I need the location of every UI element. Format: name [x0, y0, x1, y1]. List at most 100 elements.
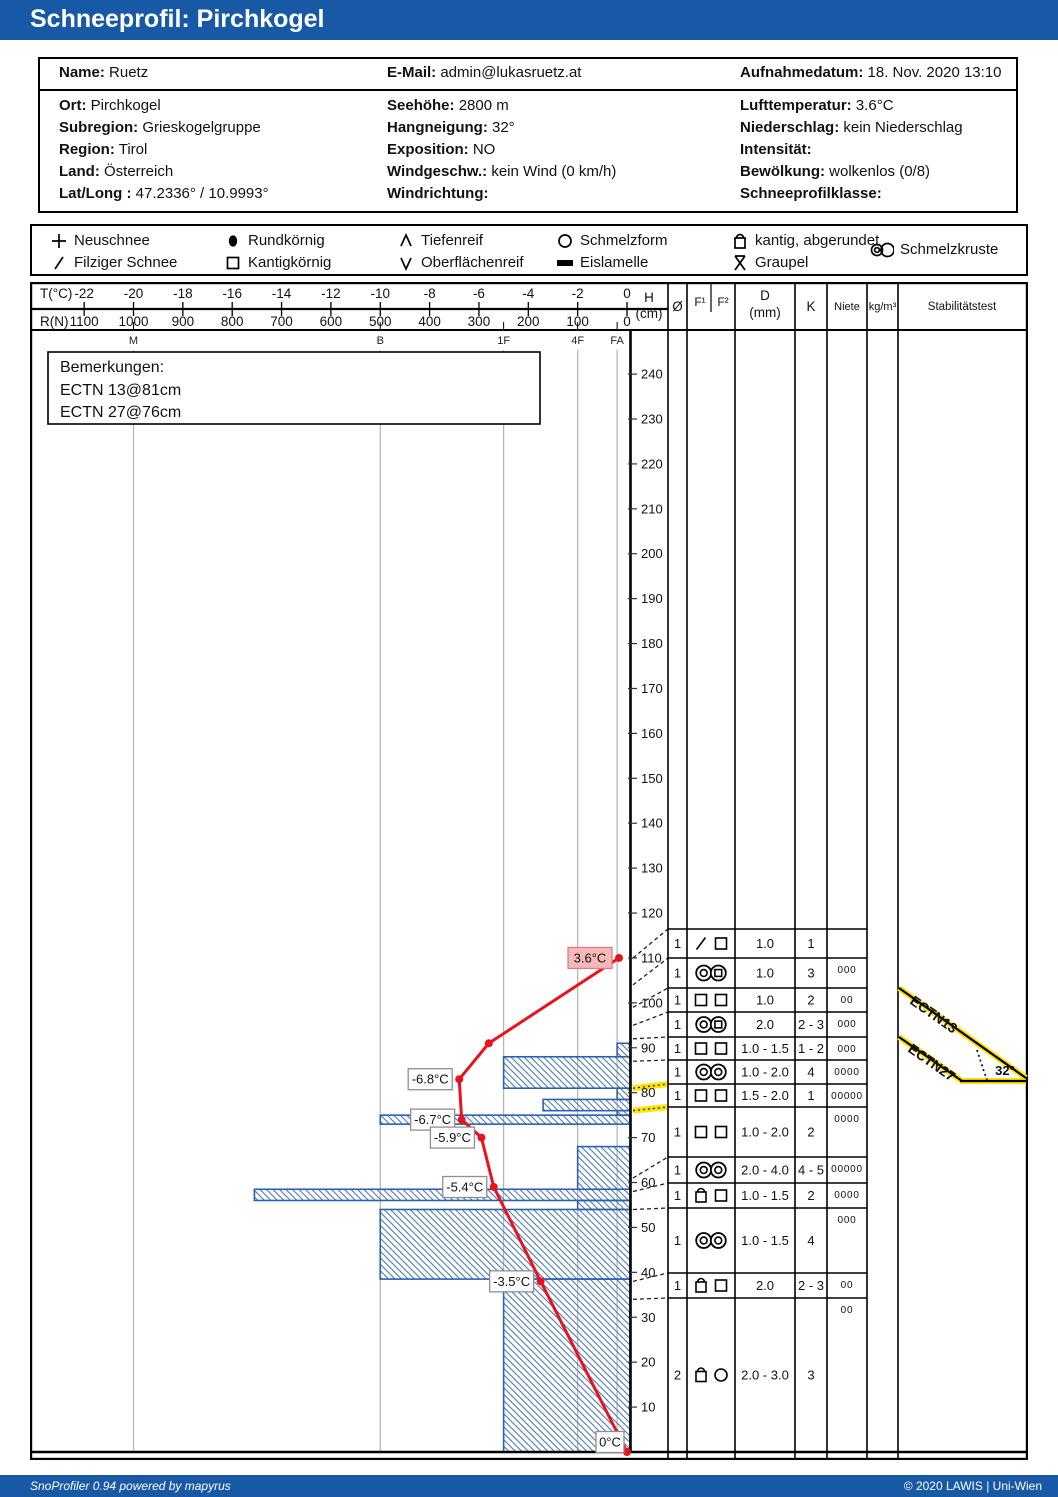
svg-text:(cm): (cm): [636, 306, 663, 321]
svg-text:-6.7°C: -6.7°C: [414, 1112, 451, 1127]
page-title: Schneeprofil: Pirchkogel: [30, 5, 325, 33]
svg-text:60: 60: [641, 1175, 655, 1190]
svg-text:000: 000: [837, 1215, 856, 1226]
legend-label: Kantigkörnig: [248, 254, 332, 271]
svg-text:-5.9°C: -5.9°C: [434, 1130, 471, 1145]
temperature-point: [623, 1448, 631, 1456]
melt-crust-icon: [868, 239, 895, 265]
svg-text:40: 40: [641, 1265, 655, 1280]
svg-text:2 - 3: 2 - 3: [798, 1017, 824, 1032]
graupel-icon: [727, 252, 753, 278]
svg-text:3: 3: [807, 1368, 814, 1383]
info-field-lufttemp: Lufttemperatur: 3.6°C: [740, 97, 894, 114]
grain-symbol-melt-crust: [695, 1063, 727, 1081]
info-field-subregion: Subregion: Grieskogelgruppe: [59, 119, 261, 136]
svg-text:1F: 1F: [497, 335, 510, 347]
snow-profile-chart: -22 -20 -18 -16 -14 -12 -10 -8 -6 -4 -2 0 1100 1000 90…: [29, 281, 1029, 1461]
svg-text:0000: 0000: [834, 1114, 859, 1125]
svg-text:3.6°C: 3.6°C: [574, 950, 607, 965]
svg-text:-4: -4: [522, 286, 534, 301]
grain-symbol-melt-crust: [695, 1161, 727, 1179]
svg-text:-22: -22: [74, 286, 94, 301]
svg-text:(mm): (mm): [749, 305, 780, 320]
svg-text:120: 120: [641, 906, 663, 921]
svg-text:32°: 32°: [995, 1063, 1015, 1078]
footer-generator: SnoProfiler 0.94 powered by mapyrus: [30, 1479, 231, 1493]
info-field-seehoehe: Seehöhe: 2800 m: [387, 97, 509, 114]
svg-text:4F: 4F: [571, 335, 584, 347]
svg-text:200: 200: [517, 314, 540, 329]
grain-symbols: [694, 1125, 728, 1139]
svg-text:0°C: 0°C: [599, 1435, 621, 1450]
svg-text:-8: -8: [424, 286, 436, 301]
svg-text:150: 150: [641, 771, 663, 786]
svg-text:2.0: 2.0: [756, 1017, 774, 1032]
svg-text:ECTN13: ECTN13: [907, 992, 960, 1036]
svg-text:600: 600: [320, 314, 343, 329]
info-field-windrichtung: Windrichtung:: [387, 185, 489, 202]
temperature-label: [442, 1175, 488, 1199]
svg-text:-6.8°C: -6.8°C: [412, 1072, 449, 1087]
info-row-header: Name: Ruetz E-Mail: admin@lukasruetz.at …: [40, 59, 1016, 91]
ram-hardness-bar: [616, 1042, 631, 1058]
info-field-region: Region: Tirol: [59, 141, 148, 158]
svg-text:2 - 3: 2 - 3: [798, 1278, 824, 1293]
facet-rounded-icon: [727, 230, 753, 256]
svg-text:T(°C): T(°C): [40, 286, 72, 301]
info-field-klasse: Schneeprofilklasse:: [740, 185, 882, 202]
svg-text:ECTN 27@76cm: ECTN 27@76cm: [60, 404, 181, 421]
ice-lamella-icon: [552, 252, 578, 278]
svg-text:000: 000: [837, 1019, 856, 1030]
svg-text:220: 220: [641, 456, 663, 471]
svg-text:1: 1: [674, 966, 681, 981]
bemerkungen-box: [47, 351, 541, 425]
svg-text:230: 230: [641, 412, 663, 427]
grain-symbols: [695, 1277, 728, 1293]
svg-text:0000: 0000: [834, 1067, 859, 1078]
svg-text:70: 70: [641, 1130, 655, 1145]
legend-label: Rundkörnig: [248, 232, 325, 249]
svg-text:-16: -16: [222, 286, 242, 301]
svg-text:3: 3: [807, 966, 814, 981]
grain-legend: Neuschnee Rundkörnig Tiefenreif Schmelzform…: [30, 224, 1028, 276]
temperature-point: [457, 1115, 466, 1124]
svg-text:1: 1: [674, 1088, 681, 1103]
info-field-ort: Ort: Pirchkogel: [59, 97, 161, 114]
svg-text:00: 00: [841, 1280, 854, 1291]
svg-text:800: 800: [221, 314, 244, 329]
legend-label: Graupel: [755, 254, 809, 271]
svg-text:1: 1: [674, 1233, 681, 1248]
page-header: Schneeprofil: Pirchkogel: [0, 0, 1058, 40]
svg-text:Stabilitätstest: Stabilitätstest: [928, 301, 997, 313]
svg-text:00: 00: [841, 1305, 854, 1316]
svg-text:0: 0: [623, 314, 631, 329]
svg-text:10: 10: [641, 1400, 655, 1415]
svg-text:-3.5°C: -3.5°C: [493, 1274, 530, 1289]
svg-text:2: 2: [807, 1188, 814, 1203]
temperature-label: [407, 1068, 453, 1091]
svg-text:1: 1: [674, 1017, 681, 1032]
svg-text:110: 110: [641, 950, 662, 965]
svg-text:Ø: Ø: [672, 299, 683, 314]
grain-symbols: [695, 1367, 728, 1383]
svg-text:1100: 1100: [70, 314, 99, 329]
grain-symbol-melt-crust: [695, 964, 727, 982]
svg-text:1.5 - 2.0: 1.5 - 2.0: [741, 1088, 789, 1103]
svg-text:1.0: 1.0: [756, 936, 774, 951]
info-field-niederschlag: Niederschlag: kein Niederschlag: [740, 119, 963, 136]
svg-text:1: 1: [807, 1088, 814, 1103]
info-field-wind: Windgeschw.: kein Wind (0 km/h): [387, 163, 617, 180]
svg-text:1: 1: [674, 993, 681, 1008]
new-snow-icon: [46, 230, 72, 256]
info-field-exposition: Exposition: NO: [387, 141, 496, 158]
svg-text:R(N): R(N): [40, 314, 69, 329]
svg-text:2: 2: [674, 1368, 681, 1383]
svg-text:190: 190: [641, 591, 663, 606]
svg-text:1000: 1000: [118, 314, 148, 329]
profile-info-box: Name: Ruetz E-Mail: admin@lukasruetz.at …: [38, 57, 1018, 213]
svg-text:0: 0: [623, 286, 631, 301]
temperature-point: [455, 1075, 464, 1084]
svg-text:ECTN27: ECTN27: [905, 1040, 958, 1084]
grain-symbols: [694, 1042, 728, 1055]
melt-form-icon: [552, 230, 578, 256]
